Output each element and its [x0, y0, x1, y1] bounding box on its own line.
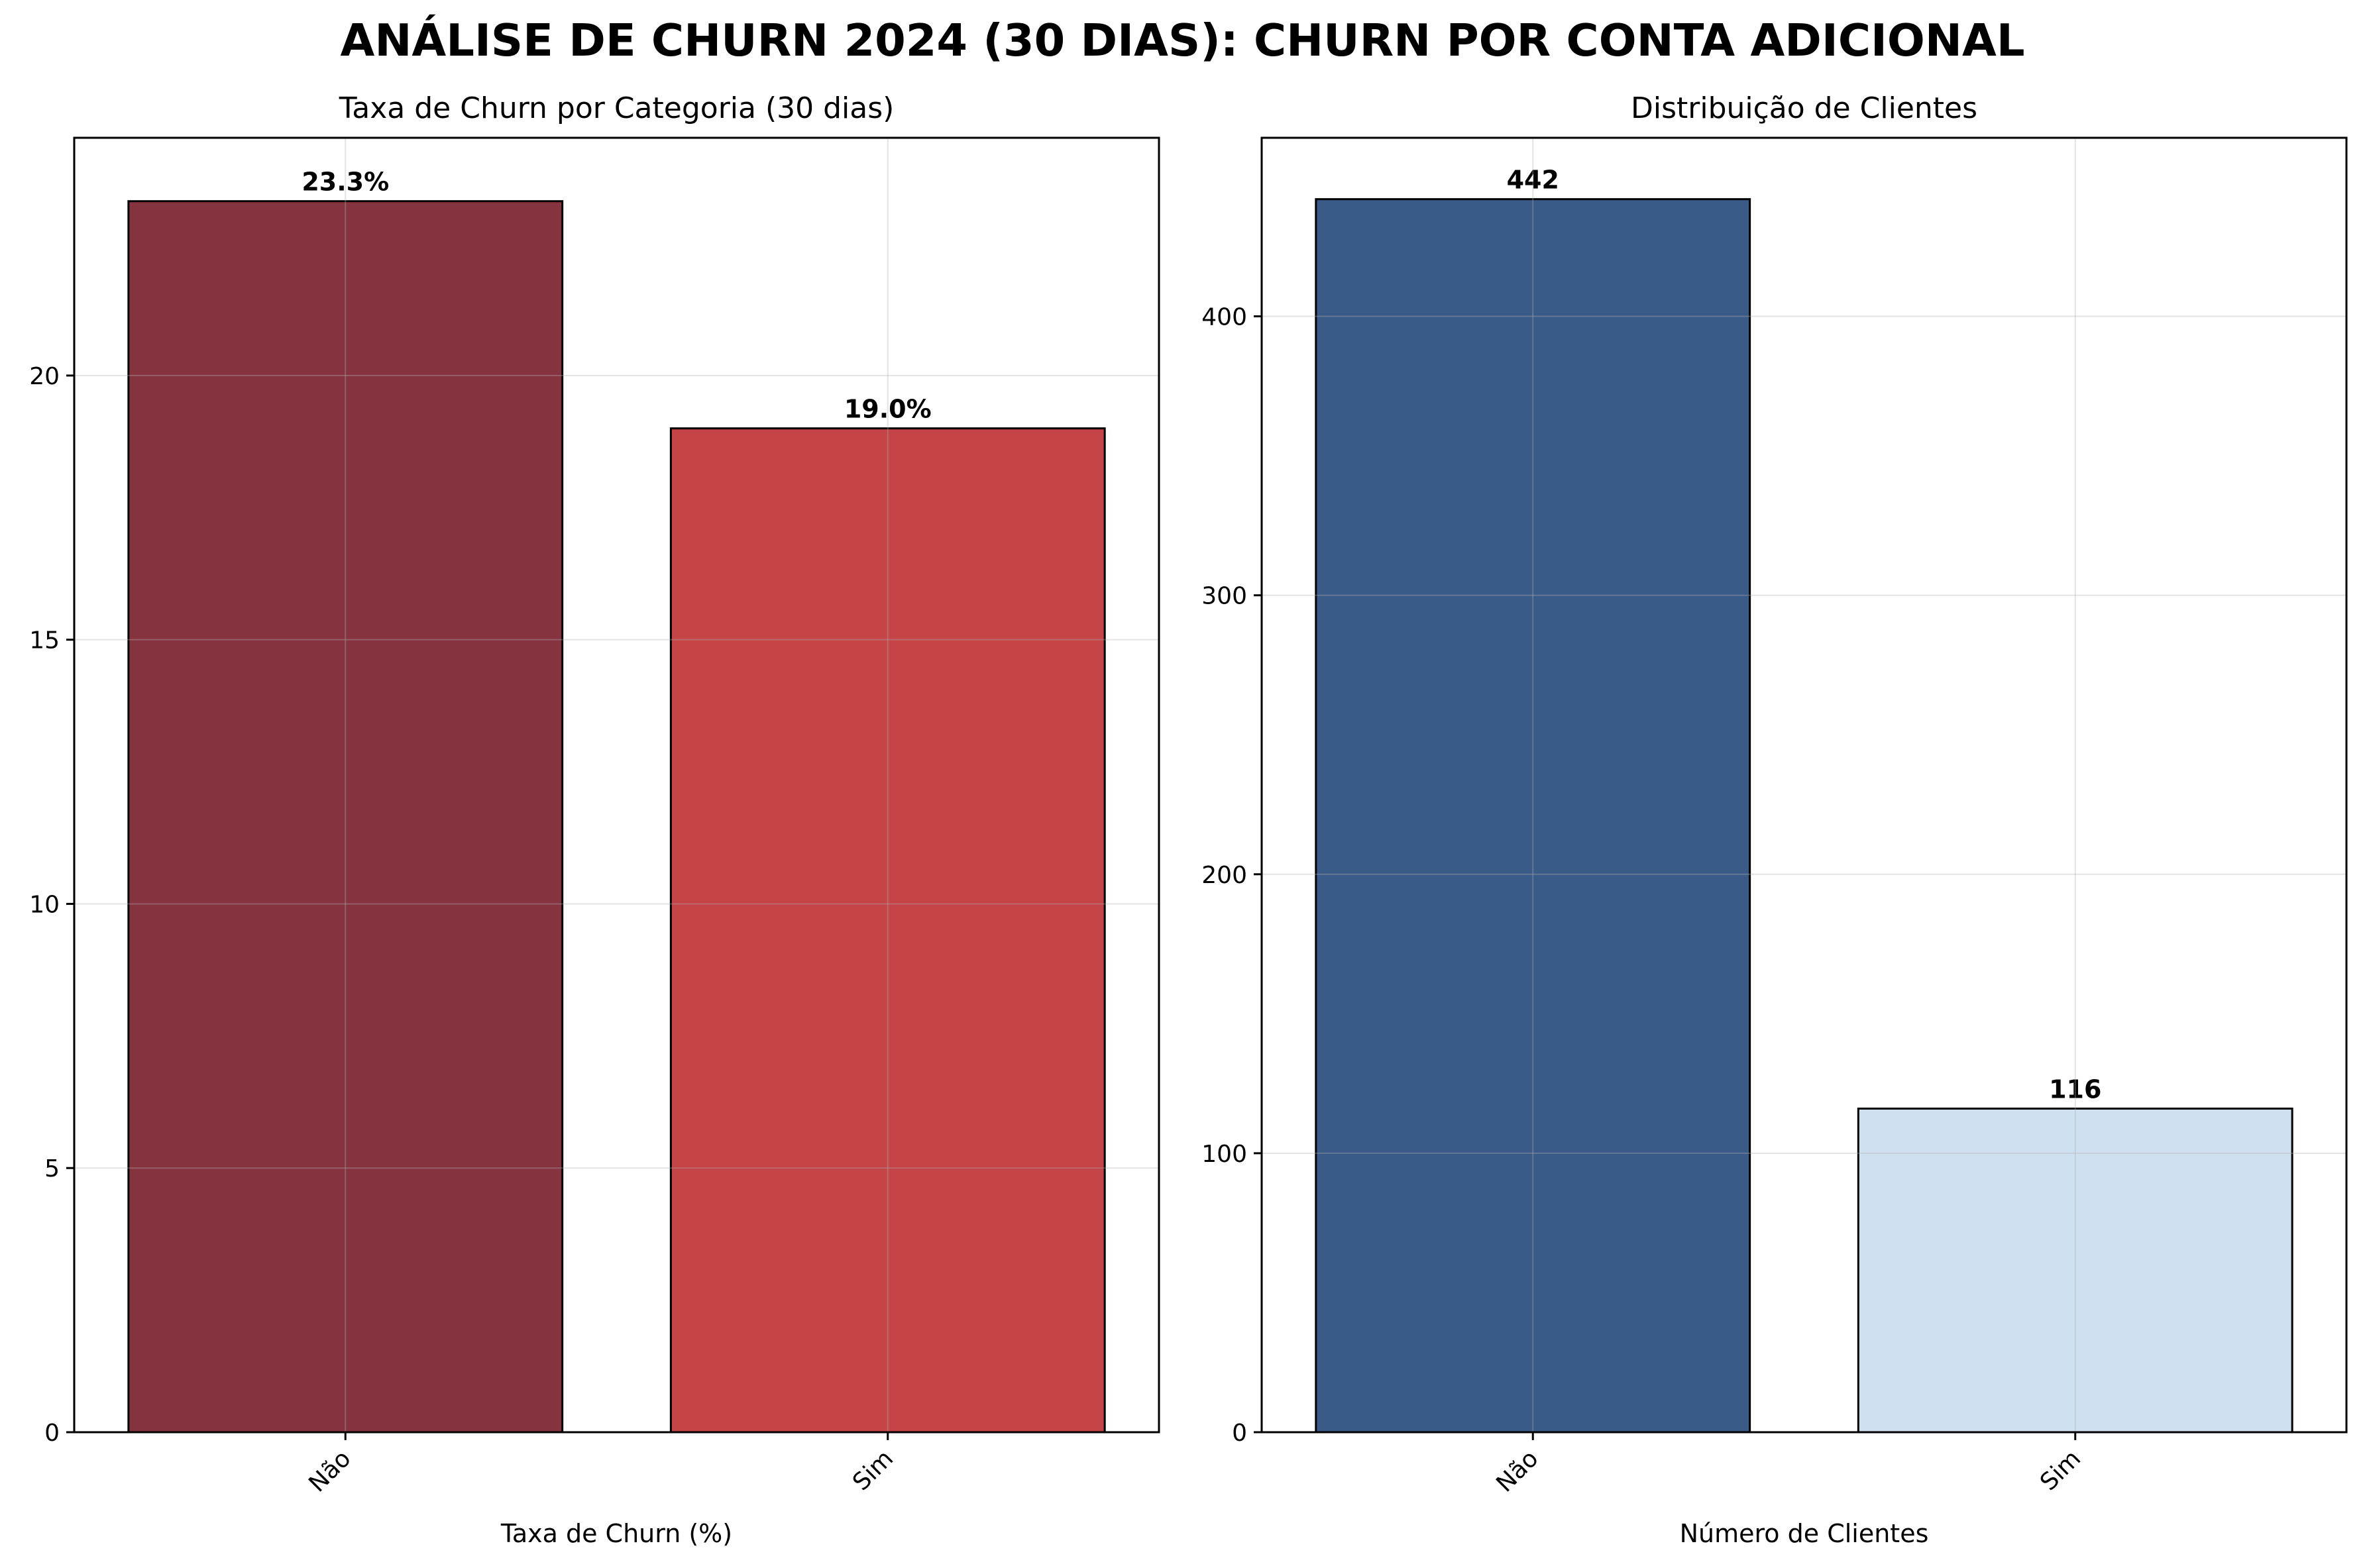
data-label-0: 442 [1507, 166, 1559, 195]
data-label-1: 116 [2049, 1075, 2101, 1104]
plot-frame [73, 136, 1160, 1434]
x-tick-label-0: Não [1491, 1445, 1543, 1497]
y-tick-label-3: 300 [1201, 583, 1247, 610]
y-tick-label-4: 20 [29, 363, 60, 390]
bar-1 [1857, 1108, 2293, 1434]
customer-distribution-chart: Distribuição de Clientes Número de Clien… [1201, 91, 2348, 1548]
x-tick-label-1: Sim [2035, 1445, 2086, 1496]
x-axis-label: Número de Clientes [1680, 1519, 1929, 1548]
data-label-1: 19.0% [844, 395, 932, 424]
plot-frame [1260, 136, 2348, 1434]
chart-title: Distribuição de Clientes [1631, 91, 1977, 125]
y-tick-label-1: 5 [44, 1155, 60, 1182]
y-tick-label-1: 100 [1201, 1141, 1247, 1168]
x-tick-label-1: Sim [848, 1445, 899, 1496]
y-tick-label-0: 0 [44, 1420, 60, 1447]
chart-title: Taxa de Churn por Categoria (30 dias) [339, 91, 895, 125]
y-tick-label-2: 200 [1201, 862, 1247, 889]
y-tick-label-2: 10 [29, 891, 60, 918]
churn-rate-chart: Taxa de Churn por Categoria (30 dias) Ta… [29, 91, 1160, 1548]
page-title: ANÁLISE DE CHURN 2024 (30 DIAS): CHURN P… [340, 15, 2025, 66]
y-tick-label-4: 400 [1201, 304, 1247, 331]
bar-0 [1315, 198, 1751, 1434]
x-tick-label-0: Não [303, 1445, 356, 1497]
data-label-0: 23.3% [302, 168, 389, 197]
y-tick-label-0: 0 [1232, 1420, 1247, 1447]
bar-1 [669, 427, 1106, 1434]
y-tick-label-3: 15 [29, 627, 60, 654]
x-axis-label: Taxa de Churn (%) [500, 1519, 732, 1548]
bar-0 [127, 200, 564, 1434]
